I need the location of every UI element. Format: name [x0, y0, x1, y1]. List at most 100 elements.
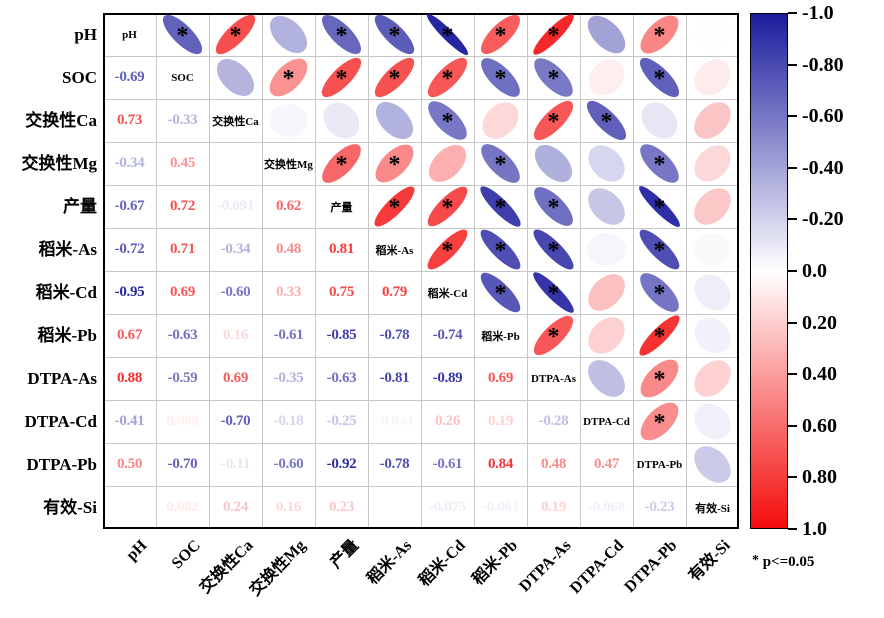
matrix-cell-value: 0.79: [381, 284, 408, 300]
row-label: 稻米-Pb: [37, 326, 98, 345]
matrix-cell-ellipse: [375, 101, 414, 140]
row-label: 有效-Si: [43, 498, 97, 517]
matrix-cell-value: -0.78: [379, 456, 410, 472]
significance-star: *: [495, 152, 507, 178]
significance-star: *: [336, 23, 348, 49]
matrix-cell-ellipse: [588, 59, 625, 96]
matrix-cell-ellipse: *: [640, 402, 679, 441]
matrix-cell-ellipse: *: [640, 273, 679, 312]
matrix-diagonal-label: 交换性Mg: [264, 158, 313, 171]
matrix-cell-value: 0.73: [116, 112, 143, 128]
significance-star: *: [442, 238, 454, 264]
row-label: 交换性Mg: [21, 154, 97, 173]
matrix-cell-ellipse: [588, 317, 625, 354]
matrix-cell-value: 0.69: [222, 370, 249, 386]
matrix-cell-value: -0.60: [220, 284, 251, 300]
row-label: 交换性Ca: [25, 111, 97, 130]
column-label: pH: [123, 537, 151, 565]
colorbar-tick: [788, 476, 797, 479]
matrix-cell-ellipse: [694, 360, 731, 397]
matrix-cell-value: -0.33: [167, 112, 198, 128]
matrix-cell-ellipse: *: [639, 57, 680, 98]
correlation-matrix: pH SOC 交换性Ca 交换性Mg 产量 稻米-As 稻米-Cd 稻米-Pb DTPA-As D…: [103, 13, 739, 529]
significance-star: *: [548, 238, 560, 264]
significance-star: *: [654, 324, 666, 350]
significance-star: *: [442, 109, 454, 135]
matrix-cell-value: -0.23: [644, 499, 675, 515]
matrix-cell-ellipse: [694, 188, 731, 225]
matrix-cell-ellipse: *: [321, 57, 362, 98]
significance-star: *: [495, 66, 507, 92]
matrix-cell-ellipse: *: [427, 186, 468, 227]
matrix-cell-ellipse: [588, 145, 625, 182]
matrix-cell-value: 0.69: [487, 370, 514, 386]
matrix-cell-ellipse: *: [322, 144, 361, 183]
matrix-cell-ellipse: *: [322, 15, 361, 54]
matrix-cell-value: 0.48: [275, 241, 302, 257]
colorbar-tick-label: -0.20: [802, 208, 844, 231]
matrix-cell-value: 0.75: [328, 284, 355, 300]
matrix-cell-ellipse: *: [640, 359, 679, 398]
matrix-cell-ellipse: *: [481, 15, 520, 54]
significance-star: *: [548, 281, 560, 307]
row-label: pH: [74, 25, 97, 44]
colorbar-tick-label: 1.0: [802, 518, 827, 540]
matrix-cell-ellipse: *: [534, 187, 573, 226]
colorbar-tick-label: 0.60: [802, 414, 837, 437]
significance-star: *: [654, 281, 666, 307]
matrix-cell-value: 0.67: [116, 327, 143, 343]
matrix-cell-ellipse: [323, 102, 360, 139]
matrix-cell-value: -0.69: [114, 69, 145, 85]
matrix-cell-value: 0.23: [328, 499, 355, 515]
significance-star: *: [389, 23, 401, 49]
matrix-cell-value: -0.068: [588, 499, 625, 515]
matrix-cell-ellipse: *: [533, 272, 574, 313]
significance-star: *: [654, 23, 666, 49]
matrix-cell-value: -0.81: [379, 370, 410, 386]
row-label: DTPA-As: [27, 369, 97, 388]
matrix-diagonal-label: DTPA-Cd: [583, 415, 630, 428]
significance-star: *: [336, 152, 348, 178]
matrix-cell-value: -0.70: [220, 413, 251, 429]
matrix-cell-value: 0.19: [487, 413, 514, 429]
matrix-cell-ellipse: [694, 403, 731, 440]
colorbar-tick: [788, 321, 797, 324]
matrix-cell-ellipse: *: [375, 144, 414, 183]
matrix-cell-value: 0.47: [593, 456, 620, 472]
matrix-cell-value: -0.85: [326, 327, 357, 343]
significance-star: *: [654, 195, 666, 221]
matrix-cell-ellipse: *: [480, 186, 521, 227]
matrix-cell-value: 0.068: [166, 413, 199, 429]
row-label: DTPA-Cd: [24, 412, 97, 431]
significance-star: *: [548, 109, 560, 135]
matrix-cell-ellipse: [694, 317, 731, 354]
matrix-cell-value: -0.89: [432, 370, 463, 386]
matrix-diagonal-label: 产量: [330, 201, 353, 214]
matrix-cell-value: -0.061: [482, 499, 519, 515]
significance-star: *: [654, 367, 666, 393]
row-label: SOC: [62, 68, 97, 87]
column-label: 产量: [327, 537, 363, 572]
colorbar-tick-label: 0.40: [802, 363, 837, 386]
matrix-cell-ellipse: *: [427, 57, 468, 98]
matrix-cell-ellipse: *: [427, 229, 468, 270]
significance-star: *: [654, 410, 666, 436]
matrix-cell-ellipse: *: [640, 15, 679, 54]
matrix-cell-value: -0.28: [538, 413, 569, 429]
matrix-cell-value: -0.61: [432, 456, 463, 472]
matrix-cell-ellipse: [694, 102, 731, 139]
matrix-cell-ellipse: [269, 15, 308, 54]
matrix-cell-value: 0.50: [116, 456, 143, 472]
matrix-cell-ellipse: *: [269, 58, 308, 97]
significance-star: *: [442, 23, 454, 49]
matrix-cell-value: -0.044: [376, 413, 413, 429]
row-label: 稻米-Cd: [35, 283, 97, 302]
column-label: 交换性Mg: [247, 537, 310, 600]
matrix-cell-ellipse: *: [374, 14, 415, 55]
matrix-cell-ellipse: [693, 233, 732, 266]
significance-star: *: [389, 195, 401, 221]
matrix-cell-value: -0.25: [326, 413, 357, 429]
matrix-cell-value: 0.45: [169, 155, 196, 171]
matrix-cell-ellipse: [641, 102, 678, 139]
significance-note: * p<=0.05: [752, 553, 814, 571]
